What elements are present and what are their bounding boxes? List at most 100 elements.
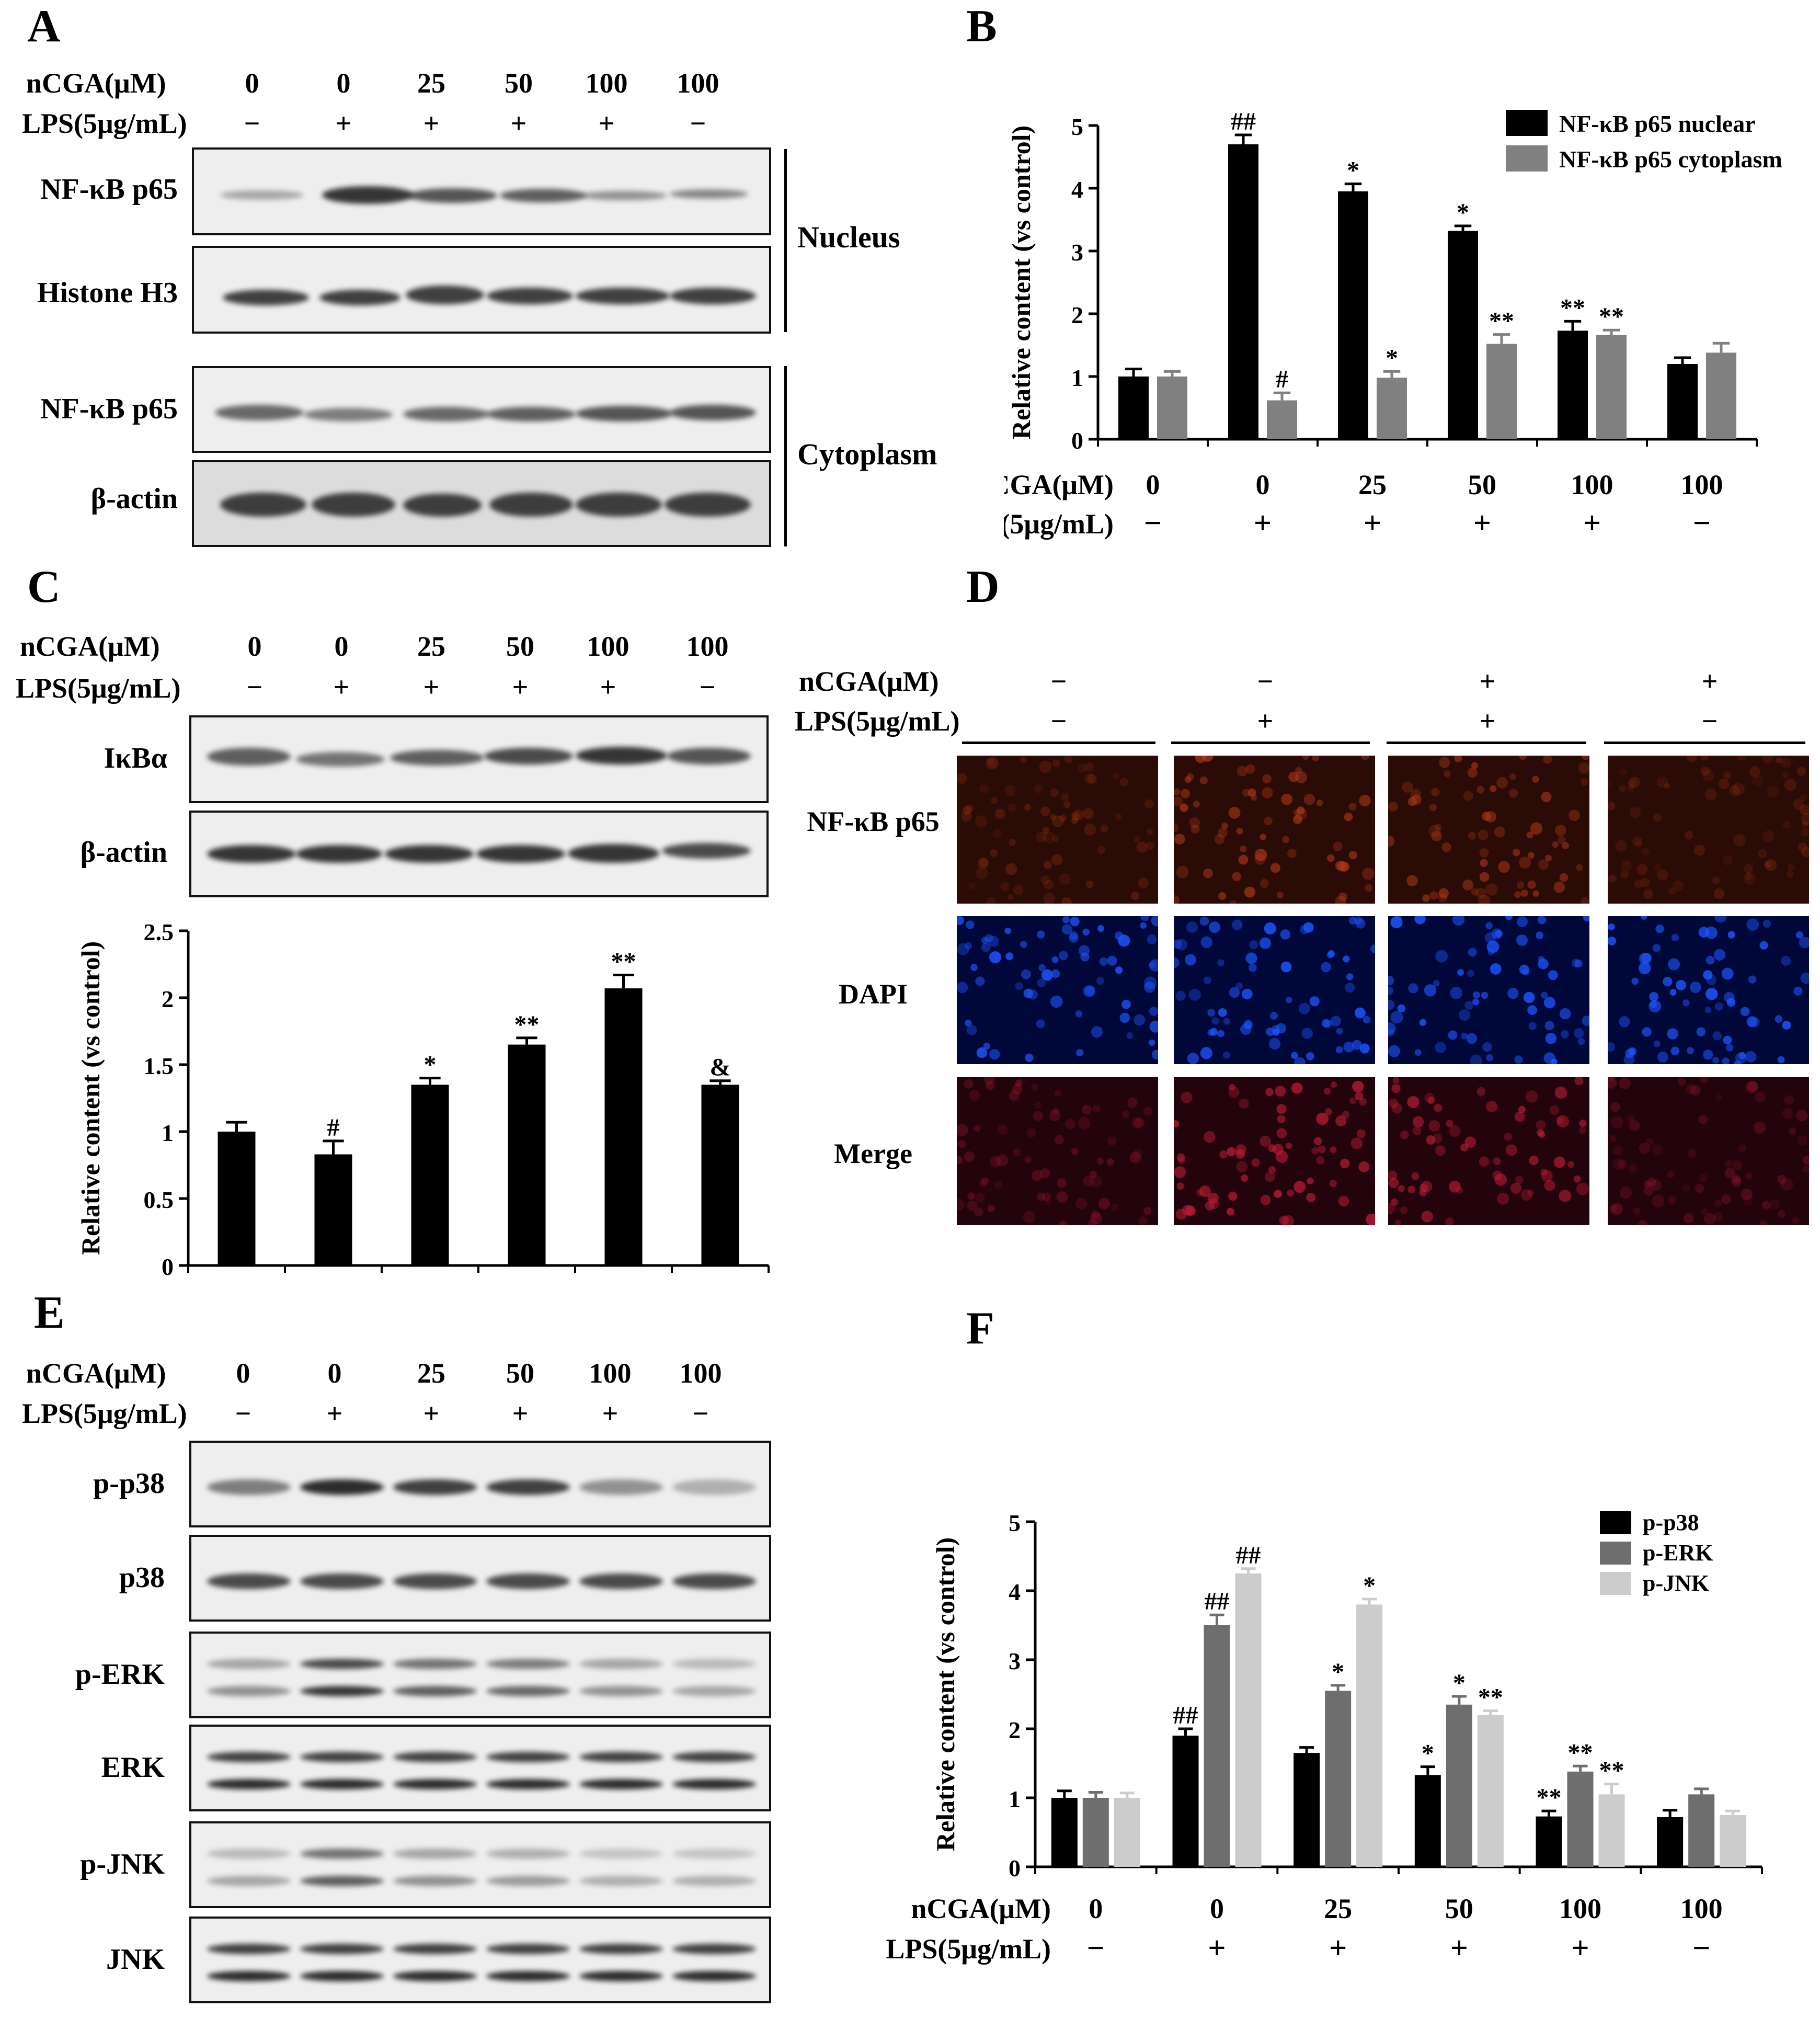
- cell: [1759, 1220, 1767, 1225]
- cell: [1799, 937, 1809, 949]
- band: [670, 189, 748, 199]
- ncga-value: 100: [677, 67, 719, 99]
- cell: [1316, 800, 1323, 806]
- cell: [1107, 955, 1117, 966]
- legend-swatch: [1600, 1511, 1631, 1534]
- cell: [1627, 779, 1636, 788]
- bar: [1448, 231, 1478, 439]
- cell: [1723, 771, 1731, 780]
- lps-label-e: LPS(5μg/mL): [22, 1398, 187, 1429]
- ncga-value: 25: [1324, 1893, 1352, 1924]
- band: [672, 1876, 756, 1886]
- cell: [1222, 1051, 1230, 1059]
- cell: [1782, 1021, 1791, 1030]
- cell: [1350, 1137, 1363, 1149]
- cell: [1140, 922, 1147, 929]
- ncga-value: 25: [417, 631, 445, 662]
- cell: [1496, 777, 1508, 789]
- band: [487, 288, 573, 304]
- cell: [1229, 1083, 1235, 1091]
- cell: [1627, 1115, 1635, 1123]
- cell: [1015, 982, 1023, 990]
- cell: [1174, 895, 1180, 904]
- cell: [1544, 1021, 1554, 1031]
- cell: [1388, 1178, 1399, 1189]
- cell: [1012, 1083, 1023, 1094]
- cell: [1714, 1200, 1722, 1207]
- cell: [1175, 990, 1186, 1001]
- cell: [1115, 813, 1122, 820]
- cell: [1582, 1016, 1589, 1026]
- cell: [1478, 894, 1491, 904]
- cell: [975, 1193, 985, 1203]
- cell: [1638, 1220, 1648, 1225]
- band: [393, 1944, 477, 1954]
- cell: [1078, 945, 1090, 956]
- band: [223, 290, 309, 305]
- significance-mark: #: [327, 1114, 340, 1142]
- cell: [1038, 964, 1046, 972]
- band: [207, 1971, 291, 1981]
- ncga-value: 0: [245, 67, 259, 99]
- band: [486, 1573, 570, 1589]
- cell: [979, 784, 989, 794]
- bar: [1377, 378, 1407, 439]
- panel-label-e: E: [34, 1287, 65, 1338]
- cell: [1042, 1192, 1051, 1201]
- cell: [1084, 773, 1095, 784]
- band: [672, 1659, 756, 1669]
- band: [670, 405, 756, 420]
- cell: [1236, 827, 1243, 835]
- cell: [957, 1124, 968, 1136]
- cell: [1727, 931, 1735, 939]
- band: [300, 1686, 384, 1696]
- cell: [1620, 870, 1629, 879]
- cell: [1438, 893, 1448, 903]
- cell: [1051, 969, 1060, 978]
- cell: [1024, 804, 1031, 811]
- cell: [1045, 1198, 1052, 1205]
- band: [579, 1573, 663, 1589]
- cell: [1536, 1120, 1546, 1130]
- band: [579, 1849, 663, 1859]
- band: [207, 1876, 291, 1886]
- cell: [1033, 1111, 1044, 1121]
- band: [486, 1849, 570, 1859]
- cell: [1435, 1042, 1446, 1053]
- band: [579, 1686, 663, 1696]
- cell: [967, 1192, 975, 1200]
- cell: [1801, 813, 1809, 825]
- cell: [1062, 924, 1072, 935]
- cell: [1525, 1090, 1538, 1103]
- cell: [1476, 1087, 1486, 1096]
- cell: [1176, 1182, 1184, 1190]
- cell: [1388, 1170, 1398, 1180]
- legend-swatch: [1506, 110, 1548, 136]
- cell: [1733, 834, 1746, 847]
- cell: [1180, 803, 1188, 812]
- cell: [1140, 916, 1150, 921]
- cell: [1221, 822, 1229, 829]
- cell: [1402, 781, 1413, 793]
- cell: [1485, 883, 1498, 896]
- bar: [1338, 191, 1368, 439]
- cell: [1058, 951, 1068, 961]
- cell: [969, 882, 976, 889]
- cell: [1528, 1022, 1537, 1030]
- cell: [983, 1077, 995, 1085]
- cell: [1275, 1086, 1286, 1097]
- cell: [1174, 957, 1180, 968]
- cell: [1526, 831, 1533, 839]
- cell: [1316, 1112, 1329, 1125]
- cell: [1133, 1148, 1142, 1158]
- cell: [957, 1199, 965, 1211]
- cell: [1732, 1160, 1743, 1170]
- cell: [1395, 1219, 1402, 1225]
- band: [484, 748, 573, 765]
- y-tick-label: 1.5: [144, 1053, 174, 1079]
- lps-value: +: [335, 108, 352, 139]
- cell: [1355, 1092, 1364, 1101]
- band: [579, 1479, 663, 1495]
- cell: [1354, 1007, 1366, 1019]
